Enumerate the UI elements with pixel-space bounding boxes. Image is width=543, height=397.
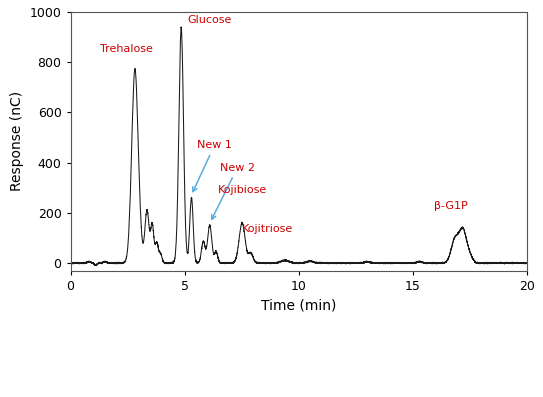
X-axis label: Time (min): Time (min)	[261, 298, 336, 312]
Y-axis label: Response (nC): Response (nC)	[10, 91, 24, 191]
Text: Kojitriose: Kojitriose	[242, 224, 293, 234]
Text: Kojibiose: Kojibiose	[218, 185, 268, 195]
Text: New 1: New 1	[193, 140, 232, 192]
Text: Glucose: Glucose	[187, 15, 231, 25]
Text: New 2: New 2	[212, 163, 255, 219]
Text: Trehalose: Trehalose	[100, 44, 153, 54]
Text: β-G1P: β-G1P	[434, 201, 468, 211]
